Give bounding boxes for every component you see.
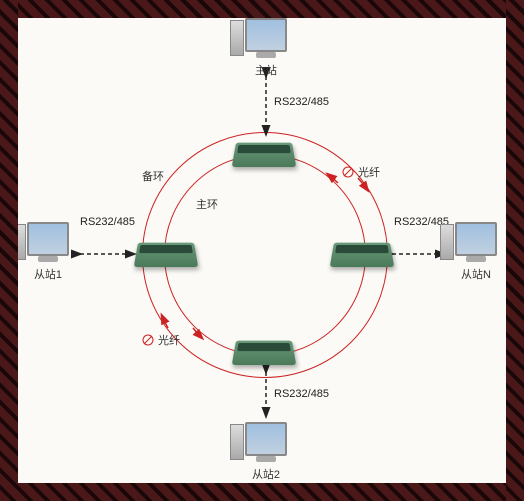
frame-border-bottom (0, 483, 524, 501)
computer-monitor-icon (245, 422, 287, 456)
computer-monitor-icon (455, 222, 497, 256)
converter-bottom (232, 341, 297, 365)
rs-label-bottom: RS232/485 (274, 388, 329, 400)
frame-border-top (0, 0, 524, 18)
computer-tower-icon (18, 224, 26, 260)
outer-ring-label: 备环 (142, 168, 164, 184)
diagram-frame: 备环 主环 光纤 光纤 RS232/485 RS232/485 RS232/48… (0, 0, 524, 501)
fiber-label-2: 光纤 (158, 332, 180, 348)
rs-label-top: RS232/485 (274, 96, 329, 108)
converter-left (134, 243, 199, 267)
computer-monitor-icon (245, 18, 287, 52)
station-slave2: 从站2 (236, 422, 296, 482)
fiber-label-1: 光纤 (358, 164, 380, 180)
frame-border-left (0, 0, 18, 501)
station-label: 从站N (446, 266, 506, 282)
computer-tower-icon (230, 424, 244, 460)
station-label: 主站 (236, 62, 296, 78)
station-slave1: 从站1 (18, 222, 78, 282)
station-label: 从站1 (18, 266, 78, 282)
rs-label-left: RS232/485 (80, 216, 135, 228)
station-slaveN: 从站N (446, 222, 506, 282)
computer-tower-icon (440, 224, 454, 260)
inner-ring-label: 主环 (196, 196, 218, 212)
station-label: 从站2 (236, 466, 296, 482)
frame-border-right (506, 0, 524, 501)
converter-right (330, 243, 395, 267)
diagram-canvas: 备环 主环 光纤 光纤 RS232/485 RS232/485 RS232/48… (18, 18, 506, 483)
computer-tower-icon (230, 20, 244, 56)
station-master: 主站 (236, 18, 296, 78)
ring-arrows (18, 18, 506, 483)
converter-top (232, 143, 297, 167)
computer-monitor-icon (27, 222, 69, 256)
